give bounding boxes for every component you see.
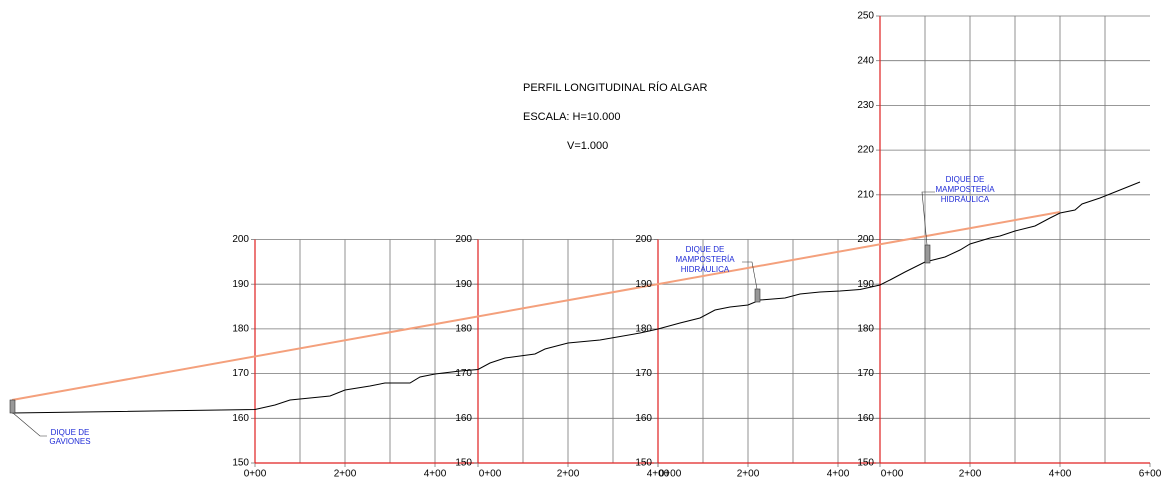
y-tick-label: 160: [635, 413, 652, 424]
y-tick-label: 150: [635, 458, 652, 469]
terrain-profile: [11, 181, 1141, 414]
y-tick-label: 210: [857, 189, 874, 200]
y-tick-label: 200: [232, 234, 249, 245]
y-tick-label: 190: [232, 279, 249, 290]
y-tick-label: 160: [232, 413, 249, 424]
dike: [754, 288, 761, 303]
scale-v: V=1.000: [567, 140, 608, 152]
x-tick-label: 4+00: [424, 469, 447, 480]
annotation: GAVIONES: [49, 437, 90, 446]
y-tick-label: 220: [857, 145, 874, 156]
y-tick-label: 200: [455, 234, 472, 245]
y-tick-label: 180: [635, 324, 652, 335]
y-tick-label: 180: [857, 324, 874, 335]
dike: [9, 399, 16, 414]
x-tick-label: 4+00: [827, 469, 850, 480]
y-tick-label: 160: [455, 413, 472, 424]
y-tick-label: 200: [635, 234, 652, 245]
y-tick-label: 150: [857, 458, 874, 469]
y-tick-label: 170: [857, 368, 874, 379]
x-tick-label: 2+00: [557, 469, 580, 480]
y-tick-label: 240: [857, 55, 874, 66]
scale-h: ESCALA: H=10.000: [523, 111, 621, 123]
slope-line: [11, 211, 1061, 401]
y-tick-label: 190: [455, 279, 472, 290]
dike: [924, 244, 931, 264]
leader-line: [12, 412, 47, 437]
annotation: DIQUE DE: [946, 175, 985, 184]
x-tick-label: 4+00: [647, 469, 670, 480]
x-tick-label: 2+00: [737, 469, 760, 480]
y-tick-label: 170: [455, 368, 472, 379]
x-tick-label: 2+00: [334, 469, 357, 480]
annotation: DIQUE DE: [51, 428, 90, 437]
x-tick-label: 0+00: [659, 469, 682, 480]
y-tick-label: 200: [857, 234, 874, 245]
x-tick-label: 0+00: [881, 469, 904, 480]
y-tick-label: 190: [857, 279, 874, 290]
x-tick-label: 2+00: [959, 469, 982, 480]
y-tick-label: 160: [857, 413, 874, 424]
x-tick-label: 0+00: [479, 469, 502, 480]
y-tick-label: 180: [455, 324, 472, 335]
annotation: MAMPOSTERÍA: [935, 185, 995, 194]
title: PERFIL LONGITUDINAL RÍO ALGAR: [523, 81, 707, 94]
x-tick-label: 0+00: [244, 469, 267, 480]
grid: [251, 15, 1151, 467]
annotation: MAMPOSTERÍA: [675, 255, 735, 264]
x-tick-label: 6+00: [1139, 469, 1162, 480]
y-tick-label: 190: [635, 279, 652, 290]
y-tick-label: 250: [857, 11, 874, 22]
leader-line: [921, 191, 935, 246]
y-tick-label: 170: [232, 368, 249, 379]
annotation: DIQUE DE: [686, 245, 725, 254]
y-tick-label: 150: [232, 458, 249, 469]
y-tick-label: 230: [857, 100, 874, 111]
y-tick-label: 180: [232, 324, 249, 335]
y-tick-label: 150: [455, 458, 472, 469]
y-tick-label: 170: [635, 368, 652, 379]
annotation: HIDRÁULICA: [941, 195, 990, 204]
annotation: HIDRÁULICA: [681, 265, 730, 274]
leader-line: [742, 261, 758, 290]
x-tick-label: 4+00: [1049, 469, 1072, 480]
